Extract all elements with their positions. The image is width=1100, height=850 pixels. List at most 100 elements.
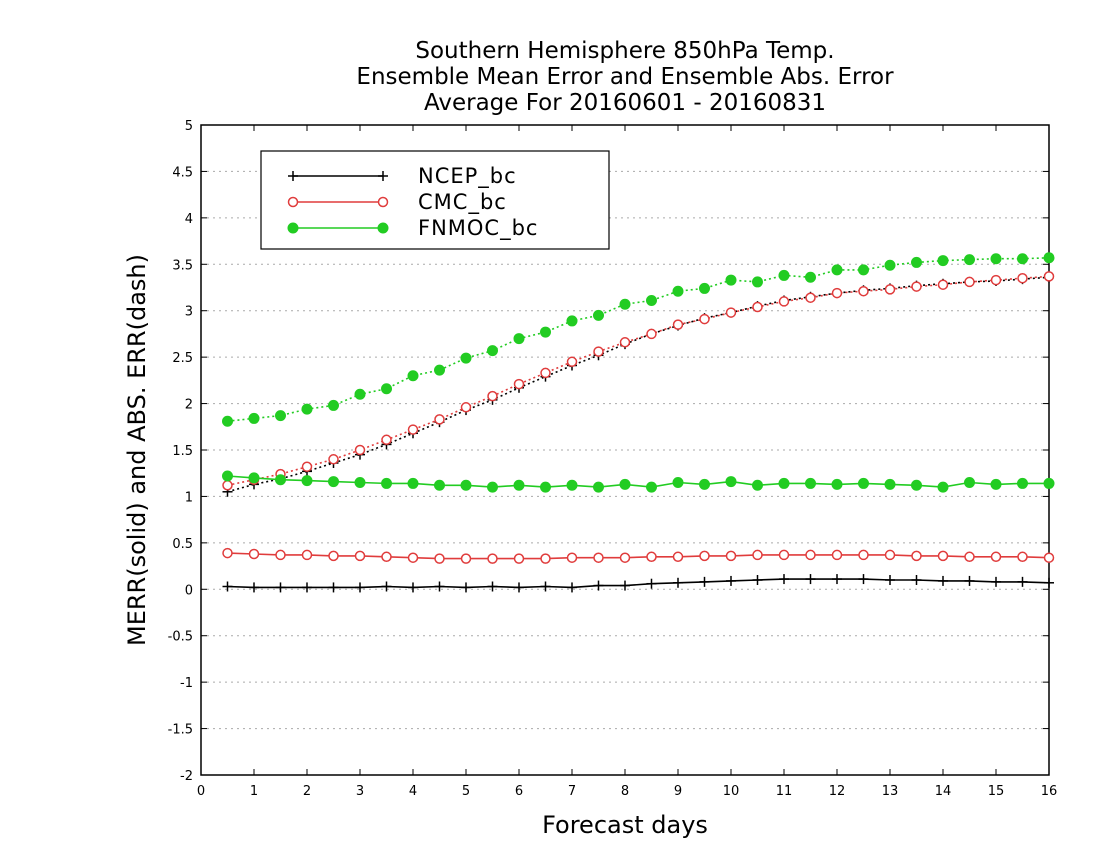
data-point-merr	[1043, 477, 1055, 489]
data-point-merr	[726, 575, 736, 586]
grid	[201, 170, 1049, 730]
legend-marker	[377, 196, 389, 208]
x-tick-label: 9	[674, 784, 682, 799]
y-tick-label: 0.5	[172, 537, 193, 552]
data-point-merr	[593, 552, 604, 563]
series-line-merr	[227, 552, 1050, 560]
data-point-abs-err	[513, 378, 525, 390]
data-point-abs-err	[858, 264, 869, 276]
data-point-merr	[275, 549, 286, 561]
data-point-abs-err	[831, 287, 843, 299]
data-point-merr	[672, 551, 684, 563]
data-point-abs-err	[540, 367, 551, 379]
data-point-merr	[832, 574, 842, 585]
data-point-abs-err	[805, 271, 816, 283]
data-point-abs-err	[301, 403, 313, 415]
x-tick-label: 13	[882, 784, 899, 799]
data-point-merr	[460, 479, 472, 491]
x-tick-label: 10	[723, 784, 740, 799]
data-point-merr	[540, 581, 551, 592]
series-line-abs-err	[227, 275, 1050, 487]
data-point-merr	[831, 549, 843, 561]
series-line-merr	[227, 578, 1050, 589]
data-point-merr	[513, 553, 525, 564]
y-tick-label: -1.5	[168, 723, 193, 738]
data-point-merr	[672, 477, 684, 488]
data-point-merr	[460, 553, 472, 564]
data-point-abs-err	[1017, 253, 1028, 265]
data-point-merr	[1044, 577, 1054, 588]
data-point-merr	[275, 474, 286, 486]
chart-title: Southern Hemisphere 850hPa Temp.Ensemble…	[356, 38, 894, 116]
series-FNMOC_bc	[222, 252, 1055, 493]
series	[222, 252, 1055, 593]
legend-marker	[288, 171, 298, 181]
data-point-abs-err	[222, 415, 233, 427]
data-point-abs-err	[566, 315, 578, 327]
axis-ticks: -2-1.5-1-0.500.511.522.533.544.550 1 2 3 4 5 6…	[168, 119, 1058, 799]
x-axis-label: Forecast days	[542, 811, 708, 839]
data-point-merr	[593, 580, 604, 591]
data-point-merr	[302, 582, 312, 593]
data-point-abs-err	[778, 296, 790, 307]
data-point-merr	[805, 574, 816, 585]
data-point-merr	[407, 552, 419, 563]
x-tick-label: 15	[988, 784, 1005, 799]
data-point-merr	[699, 576, 710, 587]
data-point-merr	[646, 481, 657, 493]
data-point-merr	[222, 581, 233, 592]
data-point-abs-err	[540, 326, 551, 338]
data-point-merr	[354, 550, 366, 562]
data-point-merr	[301, 475, 313, 487]
x-tick-label: 14	[935, 784, 952, 799]
data-point-merr	[619, 552, 631, 563]
data-point-merr	[858, 477, 869, 489]
legend-marker	[287, 196, 299, 208]
data-point-abs-err	[222, 480, 233, 491]
data-point-merr	[487, 553, 498, 564]
x-tick-label: 16	[1041, 784, 1058, 799]
data-point-merr	[646, 578, 657, 589]
data-point-merr	[407, 477, 419, 489]
data-point-merr	[646, 551, 657, 563]
data-point-abs-err	[672, 285, 684, 297]
data-point-abs-err	[1017, 272, 1028, 284]
x-tick-label: 12	[829, 784, 846, 799]
data-point-abs-err	[699, 282, 710, 294]
data-point-merr	[831, 478, 843, 490]
data-point-merr	[1017, 477, 1028, 489]
data-point-abs-err	[619, 298, 631, 310]
series-line-abs-err	[227, 257, 1050, 422]
data-point-abs-err	[328, 399, 339, 411]
data-point-merr	[937, 550, 949, 562]
data-point-merr	[990, 478, 1002, 490]
data-point-merr	[938, 575, 948, 586]
y-tick-label: 0	[185, 583, 193, 598]
x-tick-label: 11	[776, 784, 793, 799]
data-point-merr	[328, 550, 339, 562]
data-point-abs-err	[805, 292, 816, 303]
data-point-merr	[858, 549, 869, 561]
y-tick-label: -1	[180, 676, 193, 691]
data-point-merr	[593, 481, 604, 493]
legend-marker	[377, 222, 389, 234]
data-point-merr	[222, 470, 233, 482]
x-tick-label: 4	[409, 784, 417, 799]
data-point-merr	[858, 574, 869, 585]
data-point-merr	[964, 551, 975, 563]
data-point-merr	[725, 550, 737, 562]
data-point-abs-err	[619, 337, 631, 348]
data-point-abs-err	[487, 345, 498, 357]
data-point-merr	[937, 481, 949, 493]
data-point-merr	[964, 477, 975, 488]
data-point-merr	[884, 549, 896, 561]
y-axis-label: MERR(solid) and ABS. ERR(dash)	[123, 254, 151, 646]
x-tick-label: 7	[568, 784, 576, 799]
y-tick-label: 2	[185, 398, 193, 413]
y-tick-label: -0.5	[168, 630, 193, 645]
x-tick-label: 1	[250, 784, 258, 799]
data-point-merr	[1017, 576, 1028, 587]
data-point-merr	[566, 479, 578, 491]
